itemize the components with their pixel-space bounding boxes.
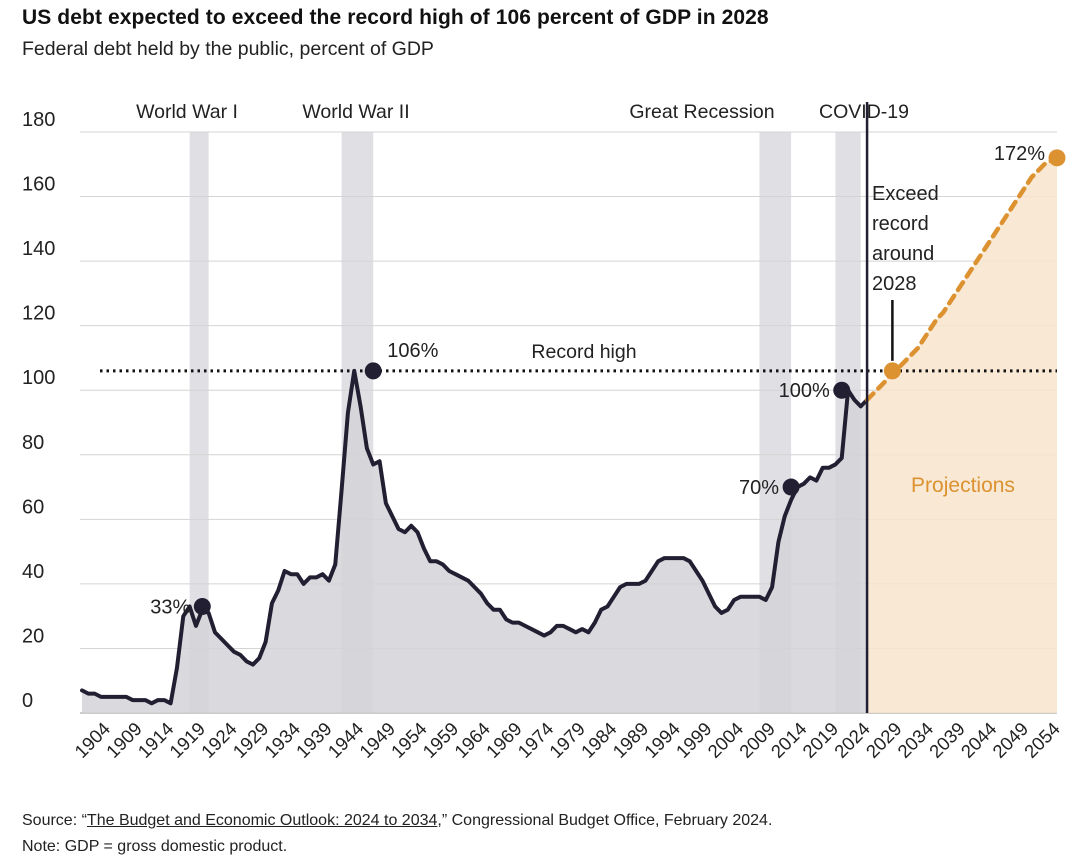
x-tick-1919: 1919 (165, 718, 209, 762)
x-tick-1914: 1914 (134, 718, 178, 762)
x-tick-1984: 1984 (577, 718, 621, 762)
point-2028 (883, 362, 901, 380)
x-tick-2029: 2029 (862, 718, 906, 762)
x-tick-2054: 2054 (1020, 718, 1064, 762)
historical-area (82, 370, 868, 713)
x-tick-1904: 1904 (70, 718, 114, 762)
point-label-2012: 70% (739, 477, 779, 499)
y-tick-40: 40 (22, 561, 44, 583)
shade-label-0: World War I (136, 101, 238, 123)
point-label-1946: 106% (387, 340, 438, 362)
x-tick-1979: 1979 (545, 718, 589, 762)
exceed-annotation-1: record (872, 213, 929, 235)
point-1919 (193, 597, 211, 615)
exceed-annotation-0: Exceed (872, 183, 939, 205)
source-prefix: Source: “ (22, 812, 87, 829)
y-tick-100: 100 (22, 367, 55, 389)
point-2054 (1048, 149, 1066, 167)
x-tick-1909: 1909 (102, 718, 146, 762)
x-tick-1929: 1929 (228, 718, 272, 762)
point-2020 (833, 381, 851, 399)
areas (82, 157, 1057, 714)
x-tick-1964: 1964 (450, 718, 494, 762)
x-tick-2024: 2024 (830, 718, 874, 762)
projection-area (867, 157, 1057, 714)
y-tick-20: 20 (22, 625, 44, 647)
x-tick-1999: 1999 (672, 718, 716, 762)
y-tick-60: 60 (22, 496, 44, 518)
chart-title: US debt expected to exceed the record hi… (22, 6, 769, 29)
x-tick-2049: 2049 (988, 718, 1032, 762)
x-tick-2009: 2009 (735, 718, 779, 762)
exceed-annotation-2: around (872, 243, 934, 265)
point-1946 (364, 362, 382, 380)
x-tick-2019: 2019 (798, 718, 842, 762)
point-label-2020: 100% (779, 380, 830, 402)
debt-chart: World War I World War II Great Recession CO… (22, 101, 1066, 762)
source-link[interactable]: The Budget and Economic Outlook: 2024 to… (86, 812, 438, 829)
x-tick-1934: 1934 (260, 718, 304, 762)
y-tick-120: 120 (22, 303, 55, 325)
shade-0 (189, 132, 209, 713)
historical-line (80, 368, 870, 706)
x-tick-2044: 2044 (957, 718, 1001, 762)
x-tick-2039: 2039 (925, 718, 969, 762)
chart-subtitle: Federal debt held by the public, percent… (22, 38, 434, 60)
x-tick-1924: 1924 (197, 718, 241, 762)
projections-label: Projections (911, 474, 1015, 497)
shade-label-2: Great Recession (629, 101, 774, 123)
x-tick-2004: 2004 (703, 718, 747, 762)
point-2012 (782, 478, 800, 496)
x-tick-1969: 1969 (482, 718, 526, 762)
x-tick-2014: 2014 (767, 718, 811, 762)
x-tick-1974: 1974 (513, 718, 557, 762)
shade-label-1: World War II (302, 101, 409, 123)
x-tick-1989: 1989 (608, 718, 652, 762)
y-tick-140: 140 (22, 238, 55, 260)
x-tick-1959: 1959 (418, 718, 462, 762)
point-label-1919: 33% (150, 596, 190, 618)
x-tick-1944: 1944 (323, 718, 367, 762)
record-high-label: Record high (531, 341, 636, 363)
source-note: Source: “The Budget and Economic Outlook… (22, 812, 772, 830)
point-label-2054: 172% (994, 143, 1045, 165)
y-tick-80: 80 (22, 432, 44, 454)
x-tick-1949: 1949 (355, 718, 399, 762)
y-tick-180: 180 (22, 109, 55, 131)
x-tick-1939: 1939 (292, 718, 336, 762)
y-tick-0: 0 (22, 690, 33, 712)
y-tick-160: 160 (22, 174, 55, 196)
exceed-annotation-3: 2028 (872, 273, 917, 295)
shade-label-3: COVID-19 (819, 101, 909, 123)
source-suffix: ,” Congressional Budget Office, February… (437, 812, 773, 829)
highlight-points (193, 149, 1066, 615)
x-tick-1954: 1954 (387, 718, 431, 762)
x-tick-2034: 2034 (893, 718, 937, 762)
footnote: Note: GDP = gross domestic product. (22, 838, 288, 855)
x-tick-1994: 1994 (640, 718, 684, 762)
